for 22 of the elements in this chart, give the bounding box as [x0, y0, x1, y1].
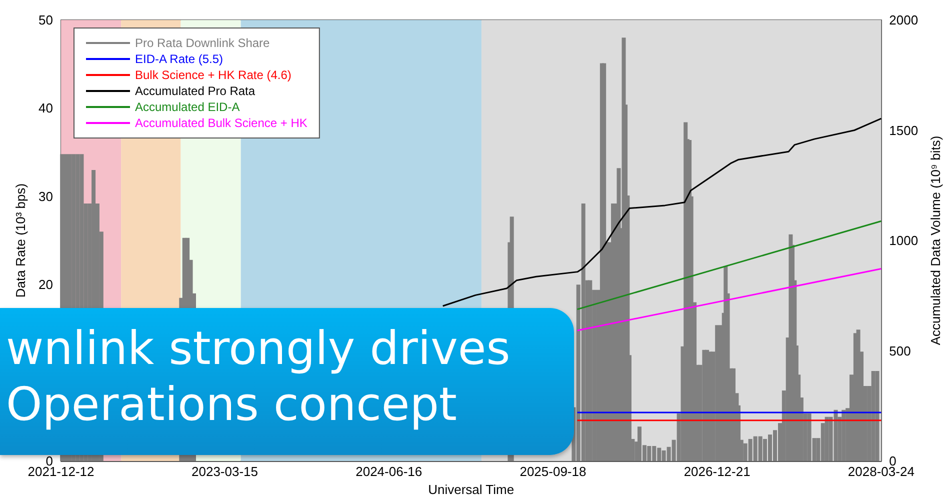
- annotation: wnlink strongly drives Operations concept: [0, 308, 574, 455]
- x-axis-title: Universal Time: [428, 482, 514, 497]
- y-tick-label: 50: [38, 12, 53, 28]
- y-tick-label: 40: [38, 100, 53, 116]
- legend-label: Accumulated EID-A: [135, 100, 240, 114]
- y2-axis-title: Accumulated Data Volume (10⁹ bits): [928, 136, 943, 346]
- legend-label: EID-A Rate (5.5): [135, 52, 224, 66]
- legend-label: Accumulated Pro Rata: [135, 84, 256, 98]
- y2-tick-label: 2000: [889, 12, 918, 28]
- legend-label: Bulk Science + HK Rate (4.6): [135, 68, 292, 82]
- x-tick-label: 2024-06-16: [356, 464, 422, 479]
- y2-tick-label: 500: [889, 343, 911, 358]
- y2-tick-label: 1000: [889, 233, 918, 248]
- legend-label: Pro Rata Downlink Share: [135, 36, 270, 50]
- legend-label: Accumulated Bulk Science + HK: [135, 116, 308, 130]
- y-tick-label: 20: [38, 277, 53, 292]
- x-tick-label: 2023-03-15: [192, 464, 258, 479]
- y2-tick-label: 1500: [889, 122, 918, 138]
- x-tick-label: 2025-09-18: [520, 464, 586, 479]
- x-tick-label: 2026-12-21: [684, 464, 750, 479]
- y-axis-title: Data Rate (10³ bps): [13, 183, 28, 298]
- y-tick-label: 30: [38, 188, 53, 204]
